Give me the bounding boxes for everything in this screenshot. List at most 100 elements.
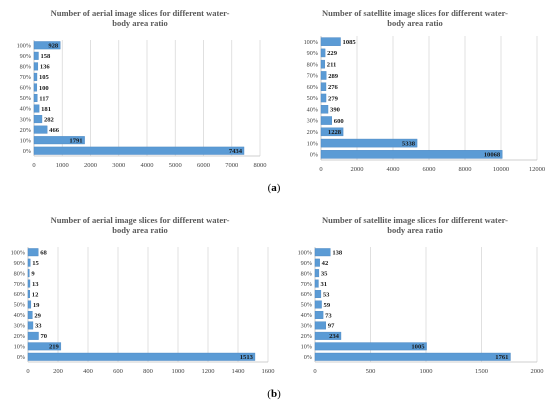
bar <box>320 150 503 159</box>
y-tick-label: 70% <box>14 281 25 288</box>
data-label: 68 <box>40 250 47 257</box>
y-tick-label: 80% <box>307 61 318 68</box>
bar <box>27 342 62 351</box>
data-label: 59 <box>324 302 331 309</box>
chart-aerial-b: Number of aerial image slices for differ… <box>0 215 275 375</box>
panel-label-b: (b) <box>267 388 281 400</box>
x-tick-label: 4000 <box>141 162 154 169</box>
y-tick-label: 40% <box>14 312 25 319</box>
y-tick-label: 20% <box>20 127 31 134</box>
y-tick-label: 0% <box>304 354 312 361</box>
y-tick-label: 90% <box>14 260 25 267</box>
data-label: 158 <box>40 53 51 60</box>
y-tick-label: 10% <box>301 344 312 351</box>
data-label: 1761 <box>495 354 508 361</box>
bar <box>27 279 31 288</box>
y-tick-label: 10% <box>20 137 31 144</box>
y-tick-label: 90% <box>301 260 312 267</box>
data-label: 35 <box>321 270 328 277</box>
data-label: 97 <box>328 323 335 330</box>
y-tick-label: 0% <box>23 148 31 155</box>
x-tick-label: 1400 <box>232 368 245 375</box>
chart-title: Number of satellite image slices for dif… <box>295 215 535 235</box>
bar <box>33 62 39 71</box>
bar <box>314 331 342 340</box>
data-label: 234 <box>329 333 340 340</box>
data-label: 1791 <box>69 137 82 144</box>
chart-title: Number of satellite image slices for dif… <box>295 8 535 28</box>
bar <box>27 248 39 257</box>
chart-title-line-1: Number of satellite image slices for dif… <box>322 8 508 18</box>
y-tick-label: 50% <box>301 302 312 309</box>
x-tick-label: 600 <box>113 368 123 375</box>
bar <box>33 94 38 102</box>
bar <box>320 93 327 103</box>
data-label: 1005 <box>411 344 425 351</box>
y-tick-label: 80% <box>14 270 25 277</box>
y-tick-label: 30% <box>20 116 31 123</box>
data-label: 219 <box>49 344 60 351</box>
bar <box>314 310 324 319</box>
bar <box>27 310 33 319</box>
y-tick-label: 20% <box>14 333 25 340</box>
y-tick-label: 20% <box>301 333 312 340</box>
data-label: 15 <box>32 260 39 267</box>
data-label: 53 <box>323 291 330 298</box>
chart-aerial-a: Number of aerial image slices for differ… <box>0 8 275 169</box>
x-tick-label: 1000 <box>56 162 69 169</box>
data-label: 31 <box>320 281 327 288</box>
bar <box>33 83 38 92</box>
x-tick-label: 12000 <box>529 166 545 173</box>
x-tick-label: 2000 <box>351 166 364 173</box>
y-tick-label: 0% <box>17 354 25 361</box>
bar <box>33 146 245 155</box>
data-label: 138 <box>332 250 343 257</box>
data-label: 211 <box>327 61 337 68</box>
data-label: 70 <box>41 333 48 340</box>
panel-letter: b <box>270 388 278 400</box>
y-tick-label: 20% <box>307 129 318 136</box>
y-tick-label: 70% <box>301 281 312 288</box>
x-tick-label: 0 <box>26 368 29 375</box>
data-label: 9 <box>31 270 35 277</box>
bar <box>314 342 427 351</box>
data-label: 13 <box>32 281 39 288</box>
chart-title-line-1: Number of satellite image slices for dif… <box>322 215 508 225</box>
bar <box>27 290 30 299</box>
bar <box>320 105 329 114</box>
bar <box>320 71 327 80</box>
bar <box>33 72 38 81</box>
bar <box>314 269 320 278</box>
bar <box>27 300 32 309</box>
data-label: 279 <box>328 95 339 102</box>
x-tick-label: 200 <box>53 368 63 375</box>
chart-satellite-b: Number of satellite image slices for dif… <box>275 215 550 375</box>
y-tick-label: 10% <box>307 140 318 147</box>
x-tick-label: 1000 <box>420 368 433 375</box>
data-label: 289 <box>328 73 339 80</box>
x-tick-label: 2000 <box>84 162 97 169</box>
data-label: 73 <box>325 312 332 319</box>
bar-chart-svg: 0 500 1000 1500 2000 0% 1761 10% 1005 20% 234 30% 97… <box>298 247 544 375</box>
chart-title-line-2: body area ratio <box>112 225 168 235</box>
x-tick-label: 5000 <box>169 162 182 169</box>
y-tick-label: 60% <box>301 291 312 298</box>
data-label: 100 <box>39 85 50 92</box>
bar <box>33 115 43 124</box>
x-tick-label: 3000 <box>112 162 125 169</box>
chart-title-line-2: body area ratio <box>112 18 168 28</box>
x-tick-label: 6000 <box>423 166 436 173</box>
bar <box>320 59 325 69</box>
panel-letter: a <box>271 182 277 194</box>
y-tick-label: 10% <box>14 344 25 351</box>
y-tick-label: 80% <box>301 270 312 277</box>
y-tick-label: 30% <box>301 323 312 330</box>
bar <box>33 41 61 50</box>
data-label: 600 <box>334 118 345 125</box>
data-label: 7434 <box>229 148 243 155</box>
y-tick-label: 40% <box>301 312 312 319</box>
data-label: 181 <box>41 106 51 113</box>
x-tick-label: 1500 <box>475 368 488 375</box>
panel-label-a: (a) <box>267 182 281 194</box>
